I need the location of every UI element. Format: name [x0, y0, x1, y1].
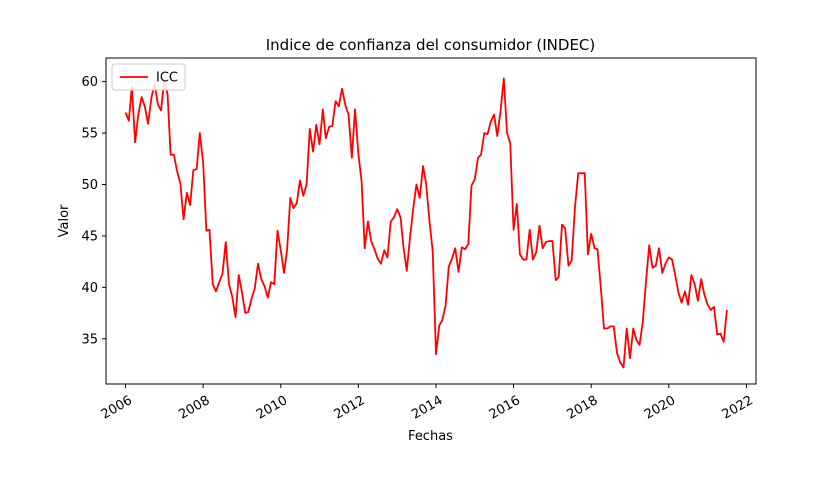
- chart-title: Indice de confianza del consumidor (INDE…: [266, 36, 596, 54]
- y-tick-label-50: 50: [81, 178, 98, 193]
- legend-box: [111, 63, 186, 91]
- axes-frame: [105, 57, 757, 385]
- y-tick-label-55: 55: [81, 127, 98, 142]
- y-axis-title: Valor: [57, 204, 72, 237]
- y-tick-label-40: 40: [81, 281, 98, 296]
- plot-area: [124, 77, 728, 369]
- x-axis-title: Fechas: [408, 429, 453, 444]
- y-tick-label-45: 45: [81, 229, 98, 244]
- y-axis-ticks: 35 40 45 50 55 60: [81, 75, 106, 347]
- legend: ICC: [111, 63, 186, 91]
- y-tick-label-60: 60: [81, 75, 98, 90]
- series-line-icc: [124, 77, 728, 369]
- legend-label-icc: ICC: [156, 71, 178, 86]
- y-tick-label-35: 35: [81, 332, 98, 347]
